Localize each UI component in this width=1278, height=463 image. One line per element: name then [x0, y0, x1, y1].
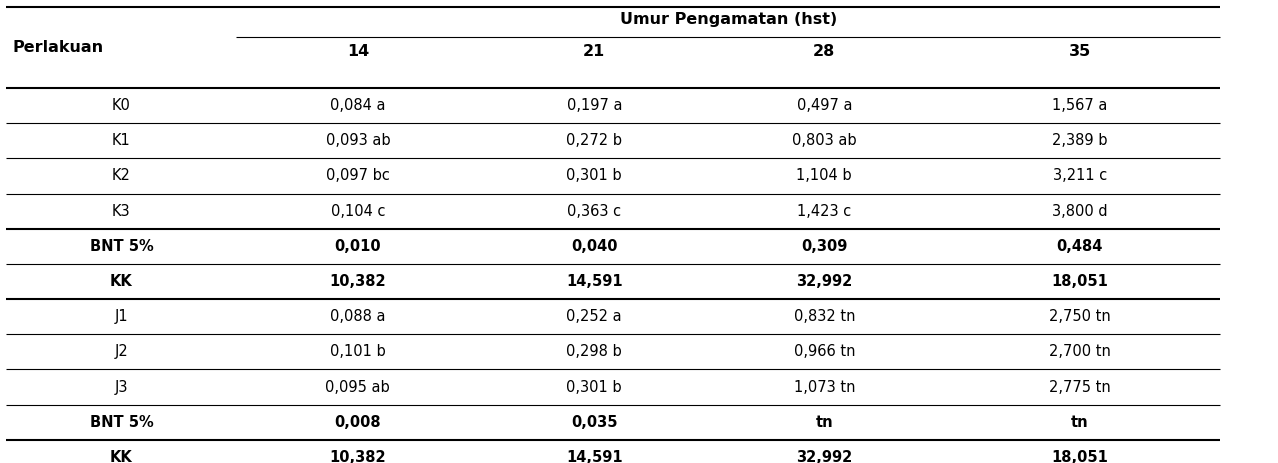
Text: 0,097 bc: 0,097 bc — [326, 169, 390, 183]
Text: 0,095 ab: 0,095 ab — [326, 380, 390, 394]
Text: Umur Pengamatan (hst): Umur Pengamatan (hst) — [620, 12, 837, 27]
Text: K3: K3 — [112, 204, 130, 219]
Text: 14,591: 14,591 — [566, 274, 622, 289]
Text: J2: J2 — [115, 344, 128, 359]
Text: 28: 28 — [813, 44, 836, 59]
Text: 0,101 b: 0,101 b — [330, 344, 386, 359]
Text: 10,382: 10,382 — [330, 450, 386, 463]
Text: 0,298 b: 0,298 b — [566, 344, 622, 359]
Text: 2,389 b: 2,389 b — [1052, 133, 1108, 148]
Text: 0,803 ab: 0,803 ab — [792, 133, 856, 148]
Text: 0,272 b: 0,272 b — [566, 133, 622, 148]
Text: 2,775 tn: 2,775 tn — [1049, 380, 1111, 394]
Text: 2,750 tn: 2,750 tn — [1049, 309, 1111, 324]
Text: 1,423 c: 1,423 c — [797, 204, 851, 219]
Text: 0,301 b: 0,301 b — [566, 169, 622, 183]
Text: K2: K2 — [112, 169, 130, 183]
Text: 0,084 a: 0,084 a — [330, 98, 386, 113]
Text: 32,992: 32,992 — [796, 274, 852, 289]
Text: 0,093 ab: 0,093 ab — [326, 133, 390, 148]
Text: 0,197 a: 0,197 a — [566, 98, 622, 113]
Text: 0,484: 0,484 — [1057, 239, 1103, 254]
Text: 35: 35 — [1068, 44, 1091, 59]
Text: tn: tn — [815, 415, 833, 430]
Text: 2,700 tn: 2,700 tn — [1049, 344, 1111, 359]
Text: BNT 5%: BNT 5% — [89, 239, 153, 254]
Text: tn: tn — [1071, 415, 1089, 430]
Text: 0,363 c: 0,363 c — [567, 204, 621, 219]
Text: BNT 5%: BNT 5% — [89, 415, 153, 430]
Text: 1,073 tn: 1,073 tn — [794, 380, 855, 394]
Text: 10,382: 10,382 — [330, 274, 386, 289]
Text: KK: KK — [110, 450, 133, 463]
Text: 0,104 c: 0,104 c — [331, 204, 385, 219]
Text: J3: J3 — [115, 380, 128, 394]
Text: 18,051: 18,051 — [1052, 450, 1108, 463]
Text: J1: J1 — [115, 309, 128, 324]
Text: 0,497 a: 0,497 a — [796, 98, 852, 113]
Text: 0,010: 0,010 — [335, 239, 381, 254]
Text: 3,800 d: 3,800 d — [1052, 204, 1108, 219]
Text: 0,832 tn: 0,832 tn — [794, 309, 855, 324]
Text: Perlakuan: Perlakuan — [13, 40, 104, 55]
Text: 0,301 b: 0,301 b — [566, 380, 622, 394]
Text: 0,252 a: 0,252 a — [566, 309, 622, 324]
Text: 14: 14 — [346, 44, 369, 59]
Text: KK: KK — [110, 274, 133, 289]
Text: 21: 21 — [583, 44, 606, 59]
Text: 18,051: 18,051 — [1052, 274, 1108, 289]
Text: 1,104 b: 1,104 b — [796, 169, 852, 183]
Text: 0,040: 0,040 — [571, 239, 617, 254]
Text: 0,035: 0,035 — [571, 415, 617, 430]
Text: 0,088 a: 0,088 a — [330, 309, 386, 324]
Text: 0,966 tn: 0,966 tn — [794, 344, 855, 359]
Text: 14,591: 14,591 — [566, 450, 622, 463]
Text: 3,211 c: 3,211 c — [1053, 169, 1107, 183]
Text: K1: K1 — [112, 133, 130, 148]
Text: 1,567 a: 1,567 a — [1052, 98, 1108, 113]
Text: 32,992: 32,992 — [796, 450, 852, 463]
Text: 0,008: 0,008 — [335, 415, 381, 430]
Text: K0: K0 — [112, 98, 130, 113]
Text: 0,309: 0,309 — [801, 239, 847, 254]
